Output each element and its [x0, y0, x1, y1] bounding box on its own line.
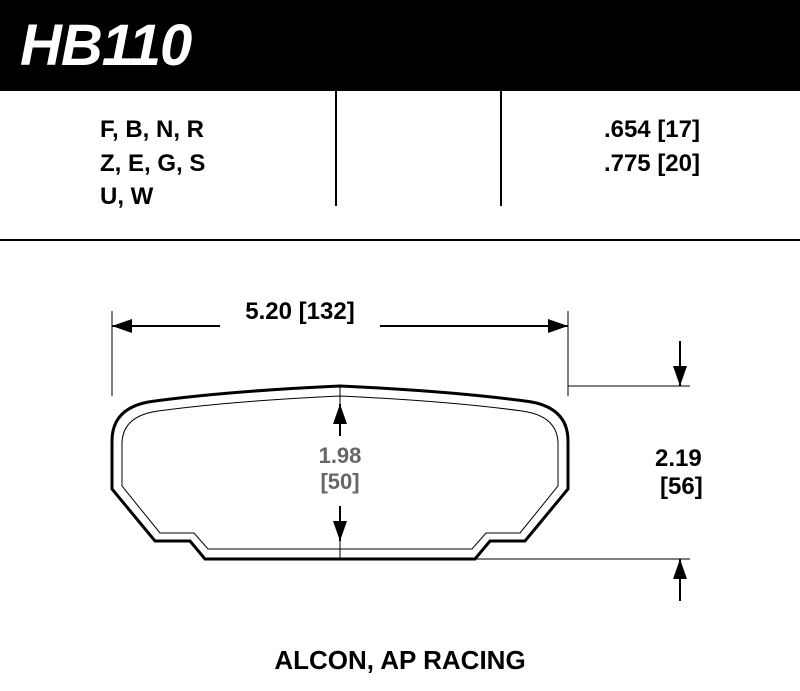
part-number-title: HB110: [20, 12, 800, 79]
info-row: F, B, N, R Z, E, G, S U, W .654 [17] .77…: [0, 91, 800, 241]
height-dimension: 2.19 [56]: [475, 341, 703, 601]
codes-line: F, B, N, R: [100, 113, 205, 147]
height-mm: [56]: [660, 473, 703, 500]
width-dimension: 5.20 [132]: [112, 298, 568, 396]
codes-line: U, W: [100, 180, 205, 214]
width-inches: 5.20: [245, 298, 292, 325]
thickness-line: .775 [20]: [604, 147, 700, 181]
footer-label: ALCON, AP RACING: [0, 645, 800, 676]
thickness-values: .654 [17] .775 [20]: [604, 113, 700, 180]
height-inches: 2.19: [655, 445, 702, 472]
codes-line: Z, E, G, S: [100, 147, 205, 181]
inner-mm: [50]: [320, 469, 359, 494]
technical-drawing: 5.20 [132] 1.98 [50] 2.19 [56]: [0, 241, 800, 661]
inner-inches: 1.98: [319, 443, 362, 468]
width-mm: [132]: [299, 298, 355, 325]
inner-dimension: 1.98 [50]: [319, 404, 362, 541]
compound-codes: F, B, N, R Z, E, G, S U, W: [100, 113, 205, 214]
thickness-line: .654 [17]: [604, 113, 700, 147]
column-divider: [335, 91, 337, 206]
svg-text:5.20 [132]: 5.20 [132]: [245, 298, 354, 325]
column-divider: [500, 91, 502, 206]
drawing-svg: 5.20 [132] 1.98 [50] 2.19 [56]: [0, 241, 800, 661]
header-bar: HB110: [0, 0, 800, 91]
